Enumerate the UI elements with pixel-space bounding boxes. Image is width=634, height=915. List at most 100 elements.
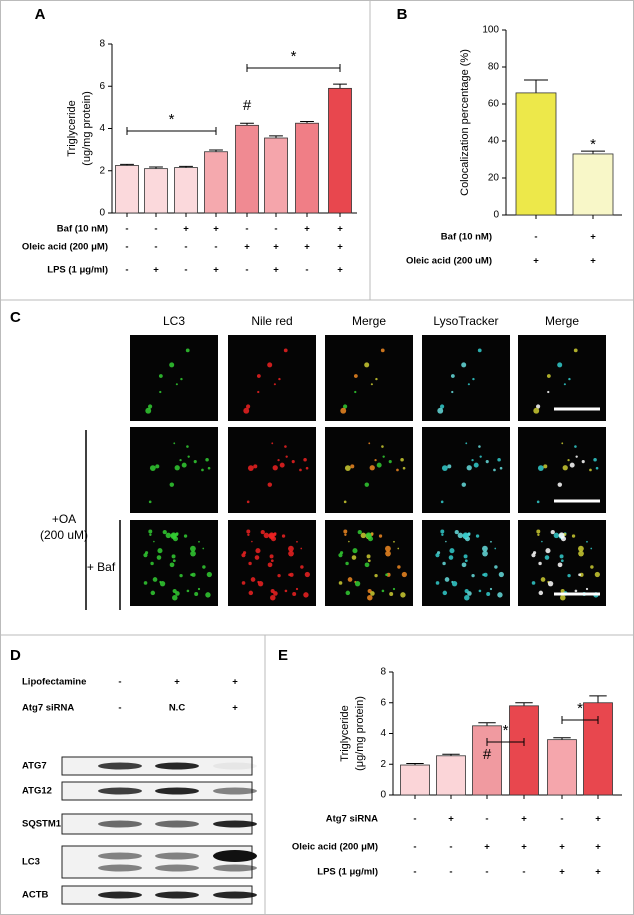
error-bar	[478, 722, 496, 726]
fluorescent-spot	[467, 383, 470, 386]
condition-mark: +	[533, 256, 539, 267]
fluorescent-spot	[536, 529, 541, 534]
fluorescent-spot	[550, 529, 555, 535]
fluorescent-spot	[300, 547, 303, 550]
significance-label: *	[577, 700, 583, 717]
fluorescent-spot	[295, 587, 299, 591]
panel-label: D	[10, 647, 21, 664]
fluorescent-spot	[581, 460, 585, 464]
fluorescent-spot	[447, 464, 452, 469]
condition-mark: +	[213, 224, 219, 235]
fluorescent-spot	[248, 561, 252, 566]
fluorescent-spot	[179, 574, 183, 578]
group-label: (200 uM)	[40, 528, 88, 542]
micrograph	[422, 427, 510, 513]
blot-band	[213, 891, 257, 899]
fluorescent-spot	[205, 457, 209, 462]
fluorescent-spot	[494, 547, 497, 550]
fluorescent-spot	[367, 594, 373, 601]
y-tick-label: 60	[488, 99, 500, 110]
fluorescent-spot	[143, 553, 148, 558]
fluorescent-spot	[150, 590, 156, 596]
bar	[328, 87, 352, 214]
blot-band	[213, 850, 257, 862]
condition-mark: -	[560, 814, 563, 825]
fluorescent-spot	[397, 547, 400, 550]
fluorescent-spot	[448, 555, 454, 560]
fluorescent-spot	[202, 565, 206, 569]
fluorescent-spot	[273, 383, 276, 386]
fluorescent-spot	[357, 529, 362, 535]
fluorescent-spot	[179, 458, 182, 462]
y-tick-label: 6	[99, 81, 105, 92]
fluorescent-spot	[380, 348, 385, 353]
fluorescent-spot	[471, 458, 474, 462]
fluorescent-spot	[392, 587, 396, 591]
fluorescent-spot	[158, 374, 163, 378]
fluorescent-spot	[369, 465, 375, 471]
fluorescent-spot	[143, 581, 148, 585]
fluorescent-spot	[375, 377, 378, 381]
fluorescent-spot	[148, 500, 152, 504]
bar	[436, 755, 466, 796]
fluorescent-spot	[537, 533, 540, 536]
fluorescent-spot	[547, 580, 554, 587]
bar	[515, 92, 557, 216]
fluorescent-spot	[389, 592, 394, 597]
fluorescent-spot	[344, 533, 347, 536]
column-header: LC3	[163, 314, 185, 328]
condition-mark: +	[521, 842, 527, 853]
group-label: +OA	[52, 512, 76, 526]
condition-mark: -	[449, 867, 452, 878]
fluorescent-spot	[352, 548, 358, 554]
fluorescent-spot	[401, 571, 407, 578]
fluorescent-spot	[162, 529, 167, 535]
blot-band	[213, 820, 257, 828]
condition-mark: +	[559, 842, 565, 853]
fluorescent-spot	[284, 589, 288, 593]
panel-label: B	[397, 6, 408, 23]
fluorescent-spot	[186, 445, 189, 448]
significance-label: *	[503, 722, 509, 739]
fluorescent-spot	[246, 404, 251, 409]
fluorescent-spot	[585, 587, 589, 591]
fluorescent-spot	[531, 553, 536, 558]
fluorescent-spot	[589, 468, 592, 472]
fluorescent-spot	[296, 540, 298, 543]
significance-label: *	[291, 48, 297, 65]
fluorescent-spot	[278, 377, 281, 381]
y-tick-label: 2	[99, 165, 105, 176]
fluorescent-spot	[381, 445, 384, 448]
fluorescent-spot	[445, 540, 447, 543]
fluorescent-spot	[557, 562, 563, 568]
fluorescent-spot	[593, 457, 597, 462]
fluorescent-spot	[440, 404, 445, 409]
fluorescent-spot	[255, 548, 261, 554]
fluorescent-spot	[368, 442, 371, 445]
fluorescent-spot	[493, 468, 496, 472]
fluorescent-spot	[345, 590, 351, 596]
fluorescent-spot	[486, 592, 491, 597]
condition-mark: -	[413, 842, 416, 853]
micrograph	[228, 427, 316, 513]
blot-band	[155, 891, 199, 899]
fluorescent-spot	[402, 466, 406, 470]
fluorescent-spot	[467, 591, 472, 596]
fluorescent-spot	[435, 581, 440, 585]
fluorescent-spot	[536, 404, 541, 409]
fluorescent-spot	[482, 550, 488, 557]
fluorescent-spot	[451, 390, 454, 394]
fluorescent-spot	[595, 466, 599, 470]
column-header: LysoTracker	[433, 314, 498, 328]
fluorescent-spot	[461, 362, 467, 368]
fluorescent-spot	[300, 565, 304, 569]
fluorescent-spot	[370, 383, 373, 386]
condition-mark: -	[214, 242, 217, 253]
fluorescent-spot	[190, 545, 196, 552]
fluorescent-spot	[205, 592, 211, 598]
fluorescent-spot	[451, 580, 458, 587]
fluorescent-spot	[385, 545, 391, 552]
y-tick-label: 8	[99, 39, 105, 50]
condition-label: Oleic acid (200 μM)	[22, 242, 108, 253]
fluorescent-spot	[343, 500, 347, 504]
